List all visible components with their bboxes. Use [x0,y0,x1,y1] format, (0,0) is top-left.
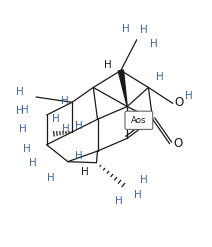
Text: H: H [122,24,130,34]
Text: H: H [16,87,24,97]
Text: H: H [185,91,192,101]
Text: H: H [156,72,164,82]
Text: H: H [62,124,70,134]
Text: H: H [47,173,55,183]
Text: H: H [21,105,28,115]
Text: H: H [115,196,123,206]
Text: H: H [104,60,112,70]
Text: H: H [75,151,82,161]
Text: H: H [16,106,24,116]
Text: H: H [150,39,158,49]
Text: H: H [81,167,89,177]
Text: H: H [134,189,142,200]
Text: H: H [23,144,30,154]
Text: O: O [173,137,183,150]
Text: H: H [140,175,148,185]
Text: H: H [75,121,82,131]
Text: H: H [29,158,37,168]
Text: H: H [61,96,68,106]
Polygon shape [118,70,127,106]
Text: Aos: Aos [131,116,147,125]
Text: H: H [20,124,27,134]
Text: H: H [52,114,60,124]
Text: O: O [174,96,184,109]
Text: H: H [140,25,148,35]
FancyBboxPatch shape [125,111,153,129]
